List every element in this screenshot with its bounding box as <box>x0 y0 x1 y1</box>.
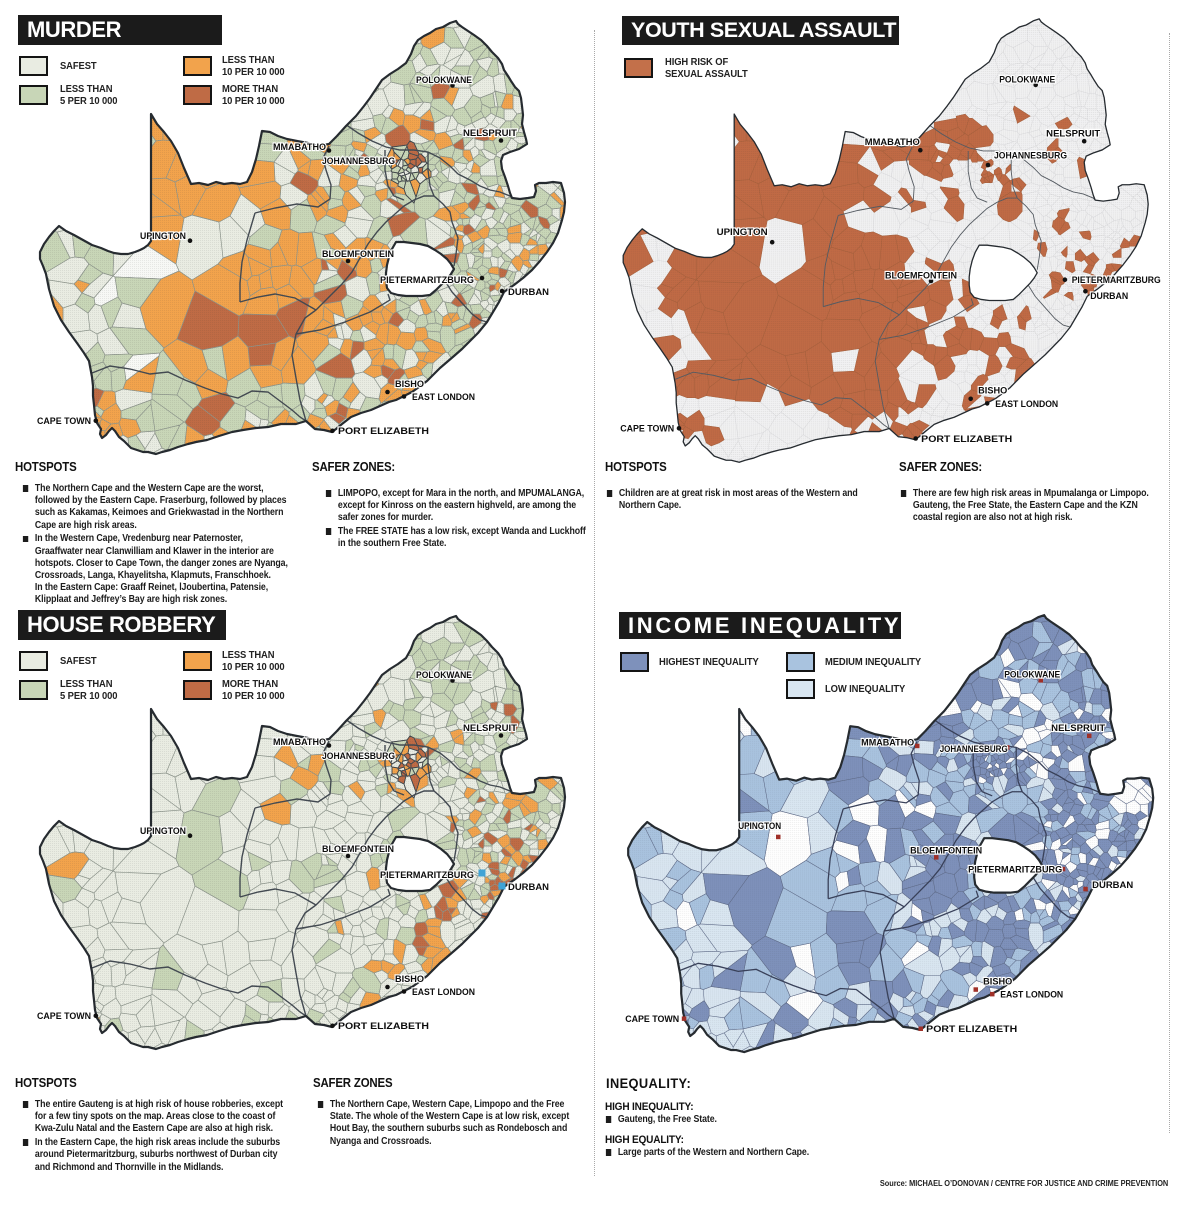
svg-text:BLOEMFONTEIN: BLOEMFONTEIN <box>910 845 982 855</box>
svg-text:BISHO: BISHO <box>978 386 1007 396</box>
svg-text:PORT ELIZABETH: PORT ELIZABETH <box>926 1024 1017 1034</box>
svg-text:CAPE TOWN: CAPE TOWN <box>37 416 91 426</box>
svg-text:PORT ELIZABETH: PORT ELIZABETH <box>921 434 1012 444</box>
svg-text:POLOKWANE: POLOKWANE <box>999 74 1055 84</box>
svg-text:JOHANNESBURG: JOHANNESBURG <box>940 744 1008 754</box>
svg-text:PIETERMARITZBURG: PIETERMARITZBURG <box>1072 275 1161 285</box>
svg-text:EAST LONDON: EAST LONDON <box>1000 990 1063 1000</box>
svg-text:JOHANNESBURG: JOHANNESBURG <box>322 751 395 761</box>
svg-text:EAST LONDON: EAST LONDON <box>412 987 475 997</box>
svg-text:EAST LONDON: EAST LONDON <box>412 392 475 402</box>
svg-text:UPINGTON: UPINGTON <box>140 231 186 241</box>
svg-text:PORT ELIZABETH: PORT ELIZABETH <box>338 426 429 436</box>
svg-text:MMABATHO: MMABATHO <box>273 142 326 152</box>
svg-text:POLOKWANE: POLOKWANE <box>1004 670 1060 680</box>
svg-text:MMABATHO: MMABATHO <box>865 137 920 147</box>
svg-text:POLOKWANE: POLOKWANE <box>416 670 472 680</box>
svg-text:EAST LONDON: EAST LONDON <box>995 399 1058 409</box>
svg-text:MMABATHO: MMABATHO <box>861 737 914 747</box>
svg-text:NELSPRUIT: NELSPRUIT <box>463 128 518 138</box>
svg-text:JOHANNESBURG: JOHANNESBURG <box>322 156 395 166</box>
svg-text:CAPE TOWN: CAPE TOWN <box>37 1011 91 1021</box>
svg-text:CAPE TOWN: CAPE TOWN <box>620 424 674 434</box>
svg-text:PIETERMARITZBURG: PIETERMARITZBURG <box>968 865 1062 875</box>
svg-text:NELSPRUIT: NELSPRUIT <box>463 723 518 733</box>
svg-text:DURBAN: DURBAN <box>1090 291 1128 301</box>
svg-text:BISHO: BISHO <box>983 977 1012 987</box>
svg-text:UPINGTON: UPINGTON <box>738 821 781 831</box>
svg-text:PIETERMARITZBURG: PIETERMARITZBURG <box>380 870 474 880</box>
svg-text:UPINGTON: UPINGTON <box>140 826 186 836</box>
svg-text:PIETERMARITZBURG: PIETERMARITZBURG <box>380 275 474 285</box>
svg-text:BLOEMFONTEIN: BLOEMFONTEIN <box>322 844 394 854</box>
svg-text:JOHANNESBURG: JOHANNESBURG <box>994 151 1067 161</box>
svg-text:DURBAN: DURBAN <box>508 882 549 892</box>
svg-text:MMABATHO: MMABATHO <box>273 737 326 747</box>
svg-text:DURBAN: DURBAN <box>508 287 549 297</box>
svg-text:UPINGTON: UPINGTON <box>717 227 768 237</box>
svg-text:NELSPRUIT: NELSPRUIT <box>1051 723 1106 733</box>
svg-text:NELSPRUIT: NELSPRUIT <box>1046 129 1101 139</box>
svg-text:BISHO: BISHO <box>395 974 424 984</box>
svg-text:POLOKWANE: POLOKWANE <box>416 75 472 85</box>
svg-text:DURBAN: DURBAN <box>1092 880 1133 890</box>
svg-text:CAPE TOWN: CAPE TOWN <box>625 1014 679 1024</box>
svg-text:PORT ELIZABETH: PORT ELIZABETH <box>338 1021 429 1031</box>
svg-text:BLOEMFONTEIN: BLOEMFONTEIN <box>322 249 394 259</box>
svg-text:BLOEMFONTEIN: BLOEMFONTEIN <box>885 271 957 281</box>
svg-text:BISHO: BISHO <box>395 379 424 389</box>
